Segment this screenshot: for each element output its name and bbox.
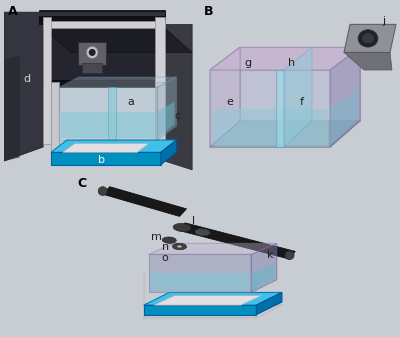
Polygon shape [39, 10, 165, 24]
Polygon shape [344, 24, 396, 53]
Polygon shape [330, 47, 360, 147]
Polygon shape [157, 101, 174, 138]
Ellipse shape [177, 245, 182, 248]
Polygon shape [154, 296, 262, 305]
Polygon shape [344, 53, 392, 70]
Text: A: A [8, 5, 18, 18]
Polygon shape [108, 88, 116, 140]
Polygon shape [161, 140, 176, 164]
Polygon shape [144, 293, 282, 305]
Polygon shape [157, 82, 165, 161]
Text: n: n [162, 242, 169, 252]
Polygon shape [210, 70, 330, 147]
Text: j: j [382, 17, 385, 26]
Polygon shape [43, 81, 165, 88]
Polygon shape [82, 63, 102, 73]
Polygon shape [43, 12, 165, 88]
Ellipse shape [362, 33, 374, 44]
Polygon shape [43, 21, 165, 28]
Ellipse shape [162, 237, 176, 243]
Polygon shape [149, 254, 251, 293]
Ellipse shape [86, 46, 98, 59]
Polygon shape [180, 223, 295, 259]
Polygon shape [59, 77, 176, 88]
Ellipse shape [89, 49, 96, 56]
Polygon shape [251, 264, 274, 291]
Text: h: h [288, 58, 295, 68]
Polygon shape [151, 273, 249, 291]
Polygon shape [210, 121, 360, 147]
Text: B: B [204, 5, 214, 18]
Text: C: C [77, 177, 86, 190]
Polygon shape [149, 243, 277, 254]
Polygon shape [51, 82, 59, 161]
Polygon shape [157, 77, 176, 140]
Polygon shape [59, 88, 157, 140]
Polygon shape [256, 293, 282, 315]
Text: f: f [300, 97, 304, 107]
Polygon shape [330, 88, 358, 145]
Polygon shape [4, 12, 43, 161]
Polygon shape [240, 47, 360, 121]
Ellipse shape [285, 251, 294, 259]
Polygon shape [43, 28, 192, 53]
Ellipse shape [358, 30, 378, 47]
Polygon shape [43, 18, 51, 144]
Polygon shape [4, 56, 20, 161]
Polygon shape [165, 24, 192, 170]
Polygon shape [212, 109, 328, 145]
Polygon shape [39, 12, 165, 16]
Polygon shape [276, 70, 284, 147]
Text: g: g [244, 58, 251, 68]
Polygon shape [210, 47, 240, 147]
Text: b: b [98, 155, 105, 165]
Text: a: a [128, 97, 134, 107]
Text: k: k [266, 250, 273, 259]
Ellipse shape [98, 187, 107, 195]
Text: l: l [192, 216, 196, 226]
Polygon shape [78, 42, 106, 65]
Polygon shape [155, 18, 165, 144]
Ellipse shape [195, 229, 210, 236]
Text: o: o [162, 253, 168, 263]
Polygon shape [63, 144, 149, 152]
Text: e: e [226, 97, 233, 107]
Polygon shape [210, 47, 360, 70]
Ellipse shape [173, 223, 191, 232]
Polygon shape [103, 187, 186, 216]
Polygon shape [51, 140, 176, 152]
Text: m: m [151, 232, 162, 242]
Ellipse shape [172, 243, 186, 250]
Polygon shape [284, 47, 312, 147]
Polygon shape [51, 152, 161, 164]
Polygon shape [144, 305, 256, 315]
Text: c: c [174, 111, 181, 121]
Polygon shape [61, 112, 155, 138]
Text: d: d [24, 74, 31, 84]
Polygon shape [251, 243, 277, 293]
